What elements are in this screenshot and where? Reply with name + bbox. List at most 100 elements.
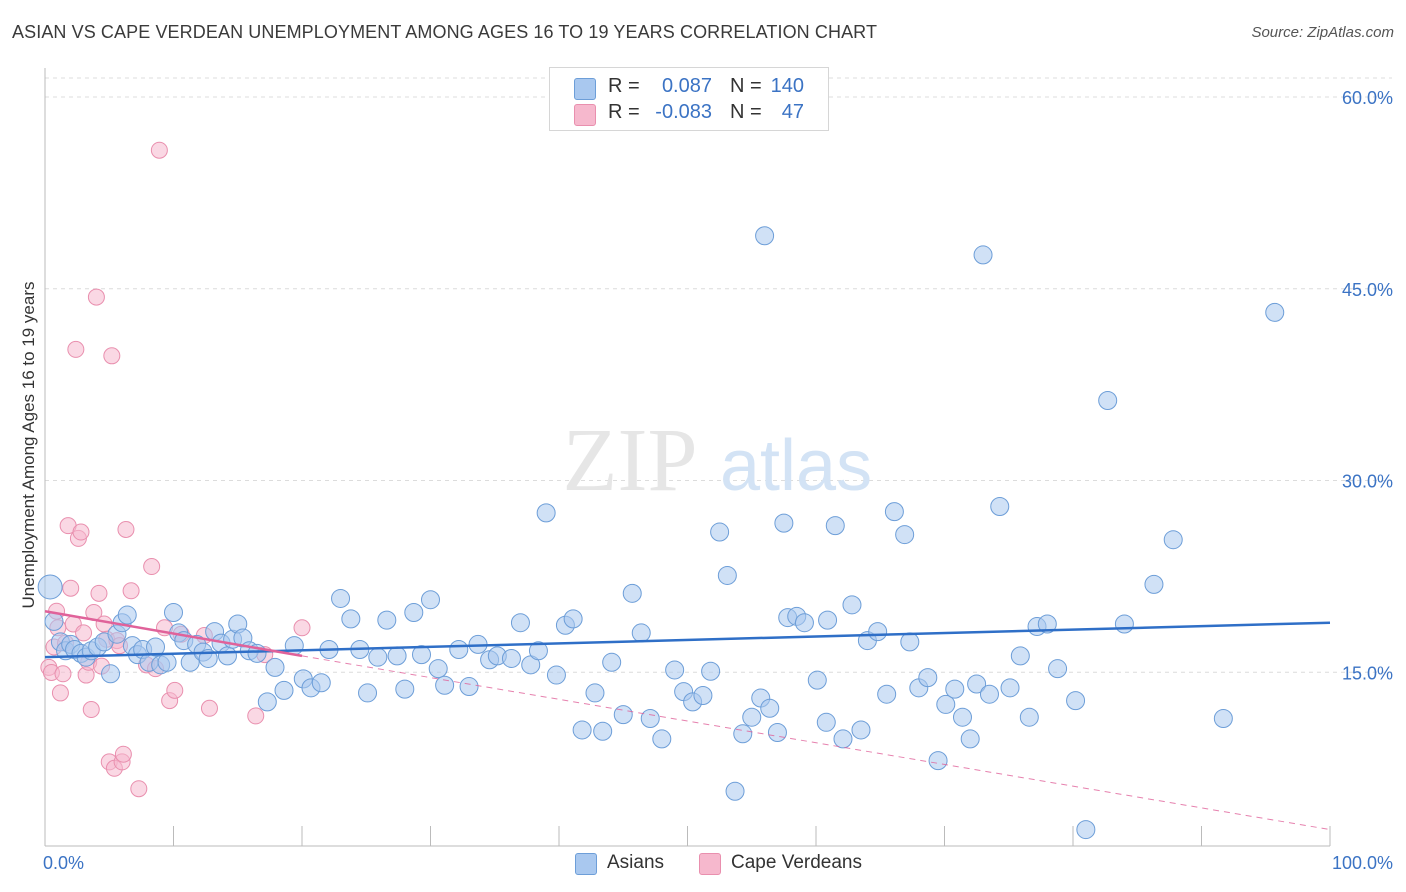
- asians-point: [358, 683, 378, 703]
- asians-point: [936, 694, 956, 714]
- n-value: 140: [770, 75, 804, 97]
- asians-point: [528, 641, 548, 661]
- source-label: Source: ZipAtlas.com: [1251, 24, 1394, 41]
- asians-point: [1066, 691, 1086, 711]
- asians-legend-swatch: [575, 853, 597, 875]
- asians-point: [117, 605, 137, 625]
- n-label: N =: [730, 75, 762, 97]
- cape-verdeans-point: [114, 745, 132, 763]
- n-label: N =: [730, 101, 762, 123]
- cape-verdeans-point: [150, 141, 168, 159]
- asians-point: [1048, 659, 1068, 679]
- asians-point: [725, 781, 745, 801]
- asians-point: [1114, 614, 1134, 634]
- cape-verdeans-point: [51, 684, 69, 702]
- asians-point: [767, 723, 787, 743]
- asians-point: [459, 677, 479, 697]
- asians-point: [1265, 302, 1285, 322]
- cape-verdeans-point: [62, 579, 80, 597]
- correlation-legend: R = 0.087 N = 140 R = -0.083 N = 47: [549, 67, 829, 131]
- asians-point: [807, 670, 827, 690]
- asians-point: [510, 613, 530, 633]
- asians-trend-line: [44, 621, 1331, 659]
- cape-verdeans-point: [247, 707, 265, 725]
- r-label: R =: [608, 75, 640, 97]
- asians-point: [1019, 707, 1039, 727]
- asians-point: [257, 692, 277, 712]
- y-tick-label: 15.0%: [1342, 663, 1393, 683]
- asians-point: [631, 623, 651, 643]
- asians-point: [895, 525, 915, 545]
- asians-point: [928, 751, 948, 771]
- r-label: R =: [608, 101, 640, 123]
- asians-point: [693, 685, 713, 705]
- asians-point: [900, 632, 920, 652]
- asians-point: [331, 588, 351, 608]
- asians-point: [701, 661, 721, 681]
- asians-point: [816, 712, 836, 732]
- cape-verdeans-point: [143, 558, 161, 576]
- cape-verdeans-point: [90, 584, 108, 602]
- asians-point: [640, 708, 660, 728]
- asians-point: [760, 698, 780, 718]
- asians-point: [395, 679, 415, 699]
- asians-point: [818, 610, 838, 630]
- cape-verdeans-point: [200, 699, 218, 717]
- trend-lines: [44, 609, 1331, 831]
- asians-point: [825, 516, 845, 536]
- asians-point: [1037, 614, 1057, 634]
- x-tick-label: 0.0%: [43, 853, 84, 873]
- asians-point: [755, 226, 775, 246]
- y-tick-label: 60.0%: [1342, 88, 1393, 108]
- asians-point: [101, 664, 121, 684]
- asians-point: [368, 647, 388, 667]
- asians-point: [146, 637, 166, 657]
- asians-point: [274, 680, 294, 700]
- asians-point: [774, 513, 794, 533]
- cape-verdeans-point: [87, 288, 105, 306]
- asians-point: [157, 652, 177, 672]
- asians-point: [217, 646, 237, 666]
- watermark-zip: ZIP: [563, 411, 698, 510]
- asians-point: [311, 673, 331, 693]
- cape-verdeans-point: [130, 780, 148, 798]
- watermark: ZIP atlas: [563, 411, 873, 510]
- cape-verdeans-point: [122, 582, 140, 600]
- cape-verdeans-point: [82, 701, 100, 719]
- asians-point: [952, 707, 972, 727]
- asians-point: [404, 602, 424, 622]
- r-value: -0.083: [655, 101, 712, 123]
- asians-point: [960, 729, 980, 749]
- asians-point: [710, 522, 730, 542]
- asians-point: [265, 657, 285, 677]
- asians-point: [973, 245, 993, 265]
- axes: [44, 68, 1331, 847]
- cape-verdeans-legend-swatch: [699, 853, 721, 875]
- asians-point: [742, 707, 762, 727]
- asians-point: [990, 496, 1010, 516]
- grid-lines: [45, 77, 1392, 673]
- asians-point: [341, 609, 361, 629]
- asians-point: [945, 679, 965, 699]
- asians-point: [833, 729, 853, 749]
- asians-point: [593, 721, 613, 741]
- watermark-atlas: atlas: [720, 426, 872, 506]
- cape-verdeans-point: [75, 624, 93, 642]
- cape-verdeans-swatch: [574, 104, 596, 126]
- asians-point: [546, 665, 566, 685]
- asians-point: [1076, 820, 1096, 840]
- asians-point: [37, 574, 63, 600]
- cape-verdeans-trend-line: [44, 609, 303, 658]
- asians-point: [884, 502, 904, 522]
- asians-point: [652, 729, 672, 749]
- asians-point: [421, 590, 440, 610]
- asians-point: [918, 668, 938, 688]
- cape-verdeans-point: [54, 665, 72, 683]
- r-value: 0.087: [661, 75, 712, 97]
- legend-row-asians: R = 0.087 N = 140: [550, 75, 828, 101]
- asians-swatch: [574, 78, 596, 100]
- asians-point: [794, 613, 814, 633]
- cape-verdeans-trend-extension: [301, 655, 1331, 831]
- asians-legend-label: Asians: [607, 852, 665, 873]
